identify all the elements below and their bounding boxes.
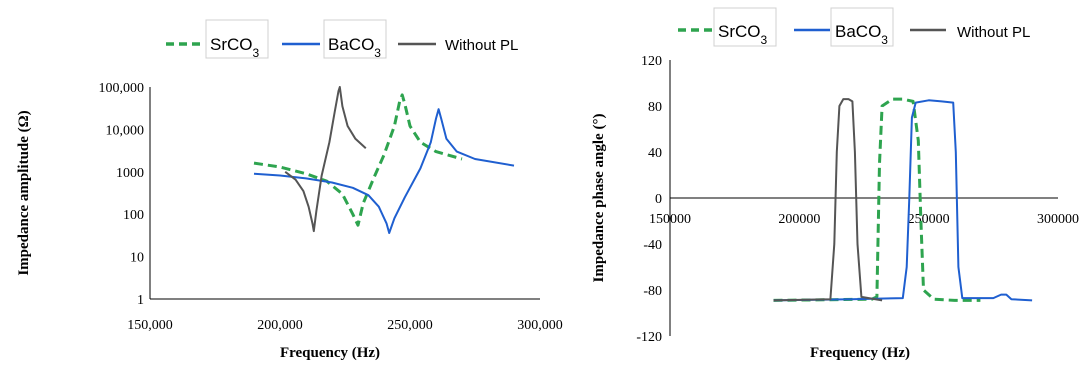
legend-label: Without PL [445, 37, 518, 54]
y-tick-label: 10 [130, 251, 144, 266]
y-tick-label: 80 [648, 100, 662, 115]
legend-label-box [830, 7, 894, 47]
y-tick-label: 40 [648, 146, 662, 161]
x-axis-title: Frequency (Hz) [810, 345, 910, 361]
y-tick-label: 1 [137, 293, 144, 308]
legend-label-box [205, 19, 269, 59]
y-tick-label: -120 [636, 330, 662, 345]
phase-chart: -120 -80 -40 0 40 80 120 150000 200000 250000 3000… [591, 7, 1079, 361]
y-tick-label: 1000 [116, 166, 144, 181]
legend-label: BaCO3 [835, 22, 888, 47]
x-tick-label: 300000 [1037, 212, 1079, 227]
y-tick-label: -40 [643, 238, 662, 253]
series-line-baco3 [773, 99, 1033, 302]
x-tick-label: 150,000 [127, 318, 173, 333]
x-tick-label: 250,000 [387, 318, 433, 333]
x-tick-label: 200000 [778, 212, 820, 227]
x-tick-label: 300,000 [517, 318, 563, 333]
y-tick-label: 10,000 [106, 123, 145, 138]
y-axis-title: Impedance amplitude (Ω) [16, 110, 32, 275]
legend-label: SrCO3 [210, 35, 260, 60]
y-tick-label: -80 [643, 284, 662, 299]
series-line-srco3 [253, 93, 463, 227]
y-axis-title: Impedance phase angle (°) [591, 114, 607, 283]
x-tick-label: 200,000 [257, 318, 303, 333]
y-tick-label: 0 [655, 192, 662, 207]
series-line-baco3 [253, 108, 515, 234]
y-tick-label: 100 [123, 208, 144, 223]
legend-label: Without PL [957, 24, 1030, 41]
amplitude-chart: 1 10 100 1000 10,000 100,000 150,000 200,000 250… [16, 19, 563, 361]
x-tick-label: 150000 [649, 212, 691, 227]
legend-label-box [713, 7, 777, 47]
series-line-srco3 [773, 97, 981, 302]
legend-label: BaCO3 [328, 35, 381, 60]
legend-label-box [323, 19, 387, 59]
y-tick-label: 100,000 [99, 81, 145, 96]
y-tick-label: 120 [641, 54, 662, 69]
series-line-without-pl [284, 86, 367, 233]
legend-label: SrCO3 [718, 22, 768, 47]
x-tick-label: 250000 [908, 212, 950, 227]
series-line-without-pl [773, 98, 883, 302]
x-axis-title: Frequency (Hz) [280, 345, 380, 361]
